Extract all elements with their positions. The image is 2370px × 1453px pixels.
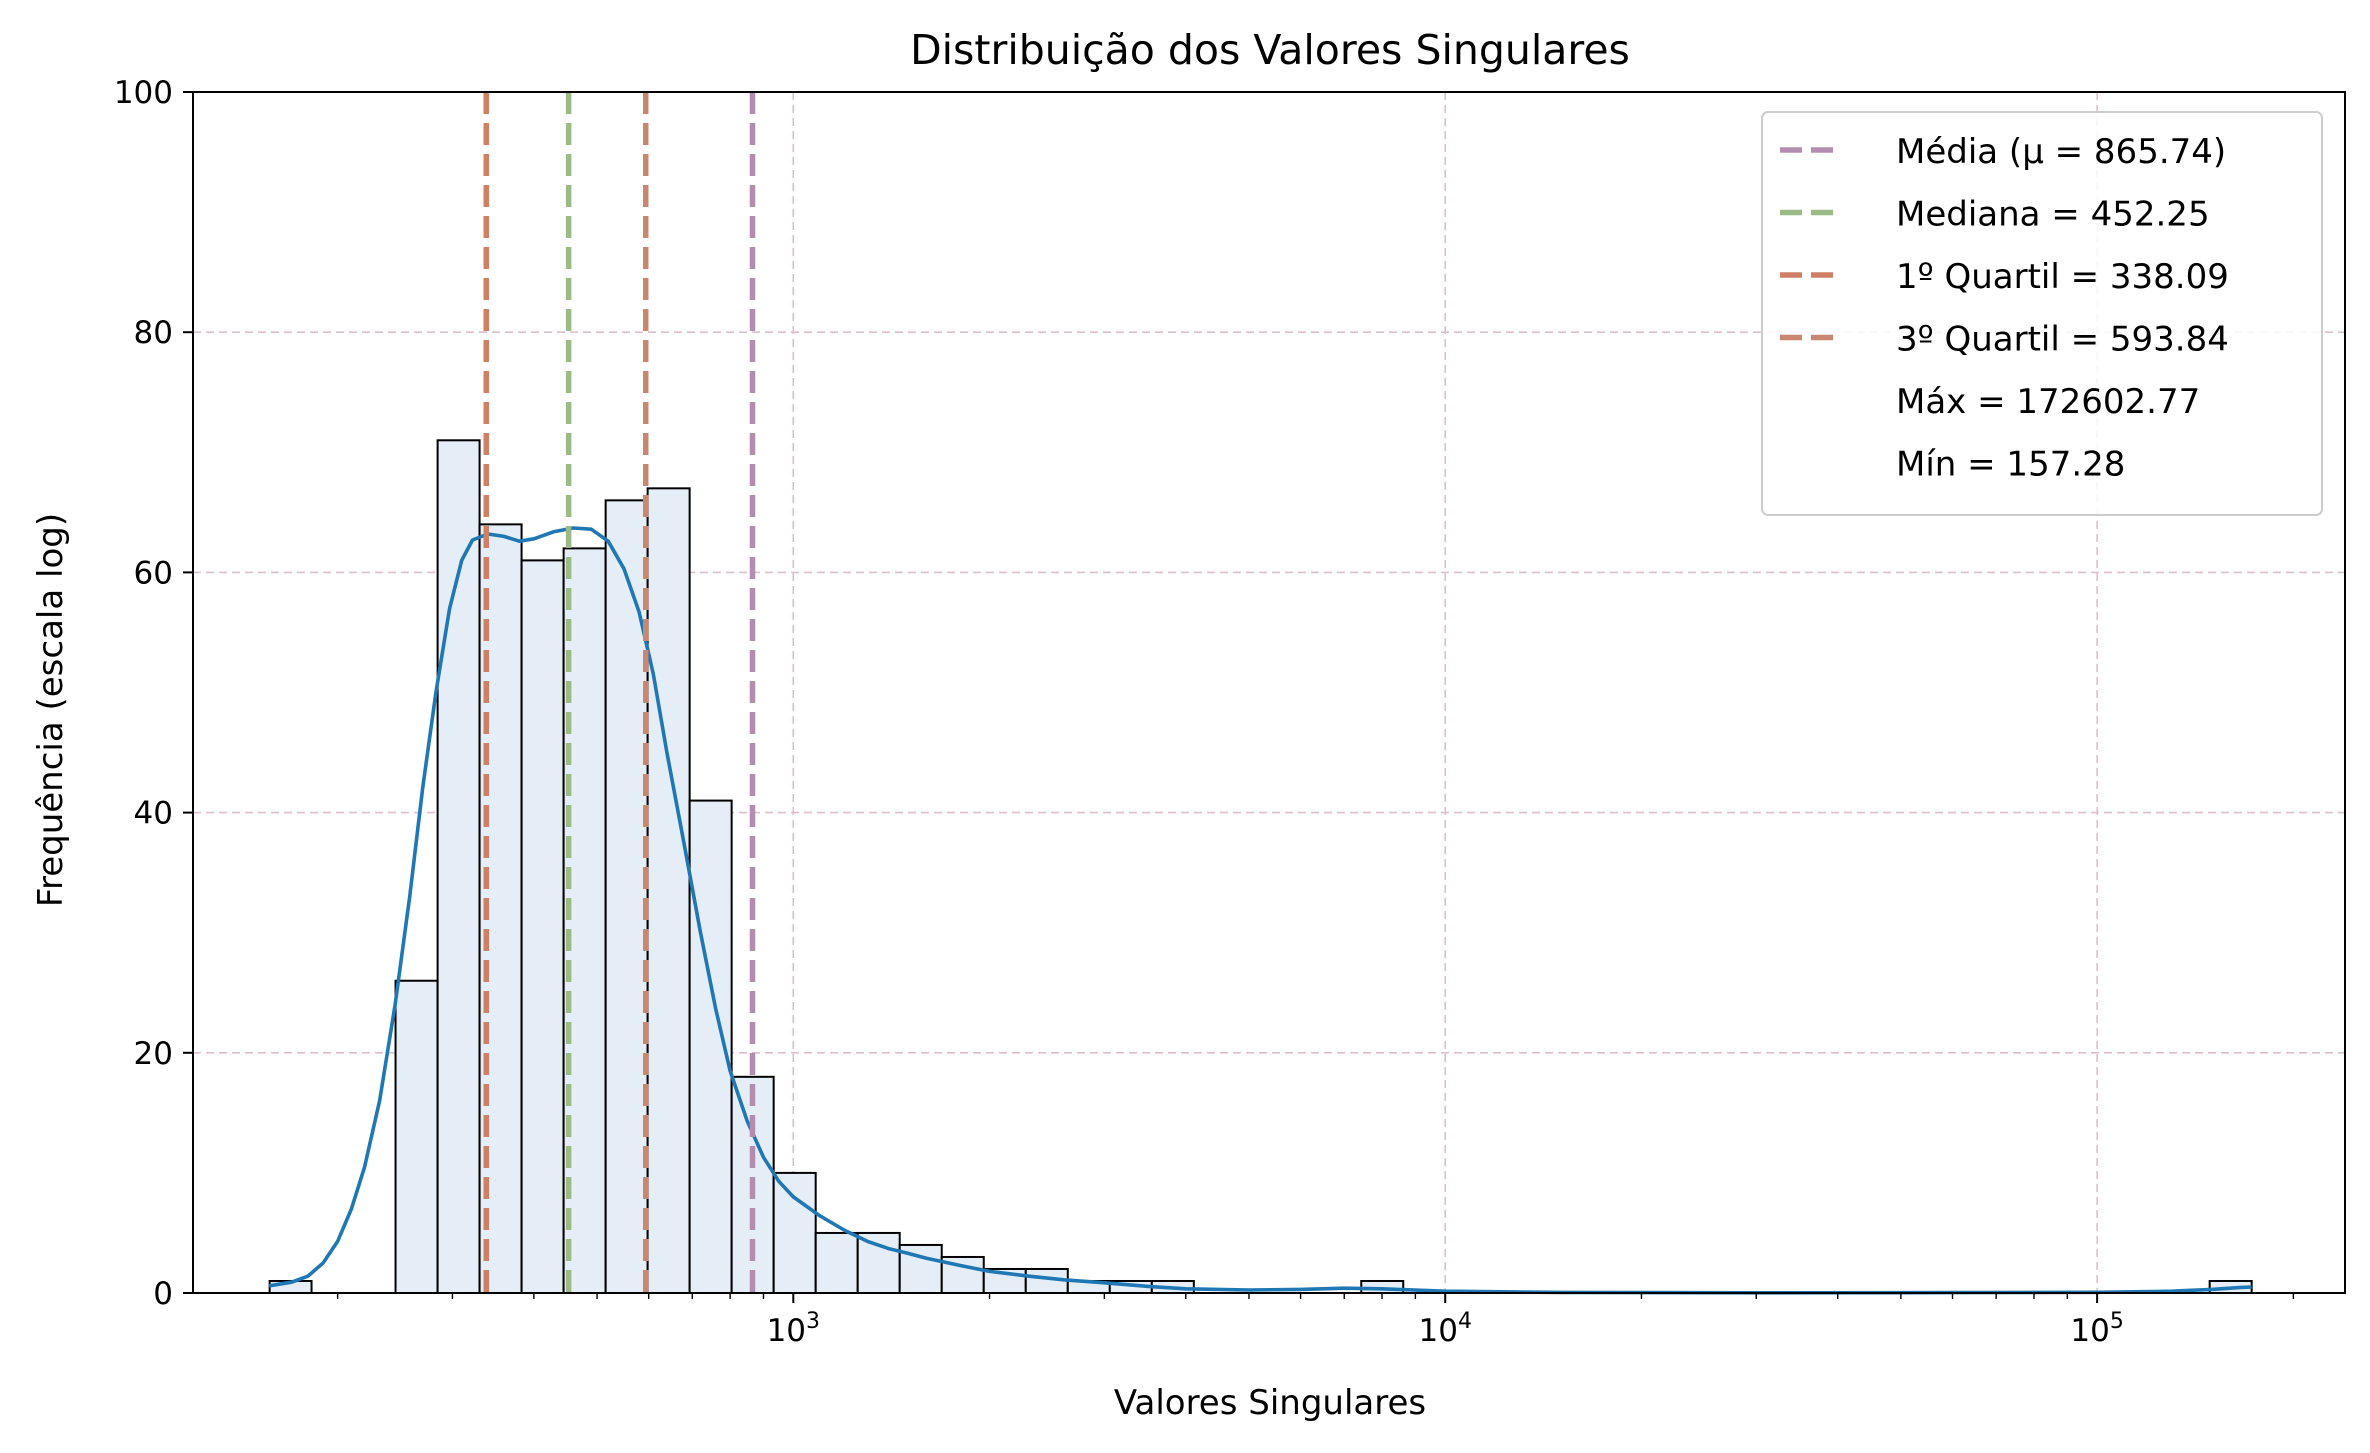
histogram-bar [646, 487, 691, 1294]
histogram-bar [814, 1231, 859, 1294]
legend: Média (μ = 865.74) Mediana = 452.25 1º Qua… [1761, 111, 2323, 516]
plot-frame [192, 91, 2346, 1294]
x-axis-title: Valores Singulares [1114, 1383, 1426, 1423]
kde-curve-group [268, 526, 2252, 1295]
x-tick-label: 105 [2070, 1309, 2123, 1349]
reference-lines [483, 92, 756, 1293]
y-tick-label: 60 [134, 555, 173, 591]
histogram-bar [604, 499, 649, 1294]
x-tick-label: 103 [767, 1309, 820, 1349]
histogram-bar [436, 439, 481, 1295]
y-tick-label: 40 [134, 796, 173, 832]
x-tick-label: 104 [1418, 1309, 1471, 1349]
histogram-bar [562, 547, 607, 1294]
legend-label: Mín = 157.28 [1896, 445, 2125, 485]
y-axis-title: Frequência (escala log) [31, 513, 71, 907]
kde-curve [268, 526, 2252, 1295]
histogram-bar [394, 979, 439, 1294]
chart-title: Distribuição dos Valores Singulares [910, 26, 1630, 74]
y-tick-label: 20 [134, 1036, 173, 1072]
legend-label: Mediana = 452.25 [1896, 195, 2210, 235]
histogram-bar [520, 559, 565, 1294]
legend-label: Máx = 172602.77 [1896, 382, 2200, 422]
histogram-bar [856, 1231, 901, 1294]
legend-box [1761, 111, 2323, 516]
legend-label: 3º Quartil = 593.84 [1896, 320, 2229, 360]
legend-label: 1º Quartil = 338.09 [1896, 257, 2229, 297]
legend-label: Média (μ = 865.74) [1896, 132, 2226, 172]
axes: 0 20 40 60 80 100 103 104 105 [114, 75, 2346, 1349]
y-tick-label: 0 [153, 1276, 173, 1312]
y-tick-label: 80 [134, 315, 173, 351]
y-tick-label: 100 [114, 75, 173, 111]
histogram-bar [772, 1171, 817, 1295]
